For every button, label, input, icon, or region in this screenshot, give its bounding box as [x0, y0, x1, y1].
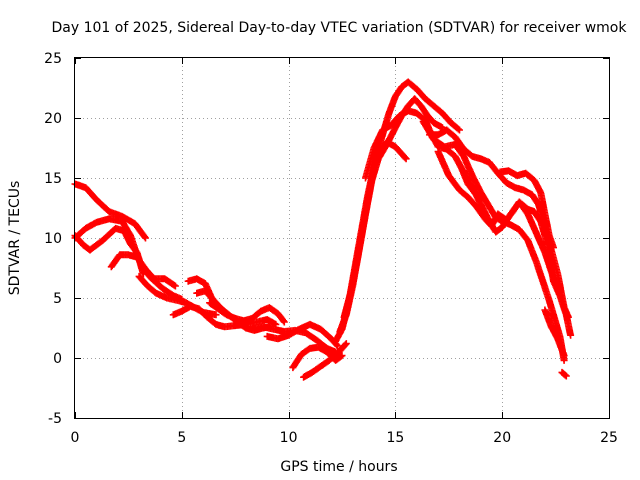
series-track-x — [496, 167, 557, 252]
x-axis-label: GPS time / hours — [280, 459, 397, 475]
chart-title: Day 101 of 2025, Sidereal Day-to-day VTE… — [52, 20, 628, 36]
data-point — [280, 318, 288, 326]
x-tick-label: 5 — [177, 430, 186, 446]
data-point — [562, 372, 570, 380]
series-track-a — [71, 180, 149, 242]
data-point — [560, 352, 568, 360]
y-tick-label: 25 — [44, 51, 62, 67]
y-tick-label: 5 — [53, 291, 62, 307]
data-point — [554, 284, 562, 292]
data-point — [550, 244, 557, 252]
x-tick-label: 25 — [600, 430, 618, 446]
y-tick-label: 20 — [44, 111, 62, 127]
series-track-w — [460, 167, 562, 292]
data-point — [341, 341, 349, 349]
data-point — [454, 125, 462, 133]
y-tick-label: 0 — [53, 351, 62, 367]
data-point — [456, 126, 463, 134]
series-track-y — [541, 306, 568, 360]
data-point — [401, 154, 409, 162]
data-points — [71, 78, 575, 381]
series-track-n — [289, 343, 346, 372]
data-point — [171, 282, 179, 290]
plot-frame — [74, 57, 610, 419]
data-point — [141, 233, 149, 241]
series-track-o — [300, 340, 350, 381]
data-point — [561, 371, 569, 379]
x-tick-label: 20 — [493, 430, 511, 446]
y-tick-labels: -5 0 5 10 15 20 25 — [44, 51, 62, 427]
data-point — [139, 270, 147, 278]
data-point — [342, 340, 350, 348]
data-point — [402, 155, 410, 163]
data-point — [567, 331, 575, 339]
data-point — [338, 352, 346, 360]
y-tick-label: -5 — [48, 411, 62, 427]
y-axis-label: SDTVAR / TECUs — [7, 181, 23, 296]
x-tick-labels: 0 5 10 15 20 25 — [71, 430, 618, 446]
x-tick-label: 10 — [280, 430, 298, 446]
series-track-e — [107, 251, 179, 290]
y-tick-label: 10 — [44, 231, 62, 247]
series-track-z — [558, 368, 570, 380]
x-tick-label: 0 — [71, 430, 80, 446]
data-point — [279, 317, 287, 325]
data-point — [212, 311, 220, 319]
x-tick-label: 15 — [386, 430, 404, 446]
data-point — [142, 234, 149, 242]
y-tick-label: 15 — [44, 171, 62, 187]
